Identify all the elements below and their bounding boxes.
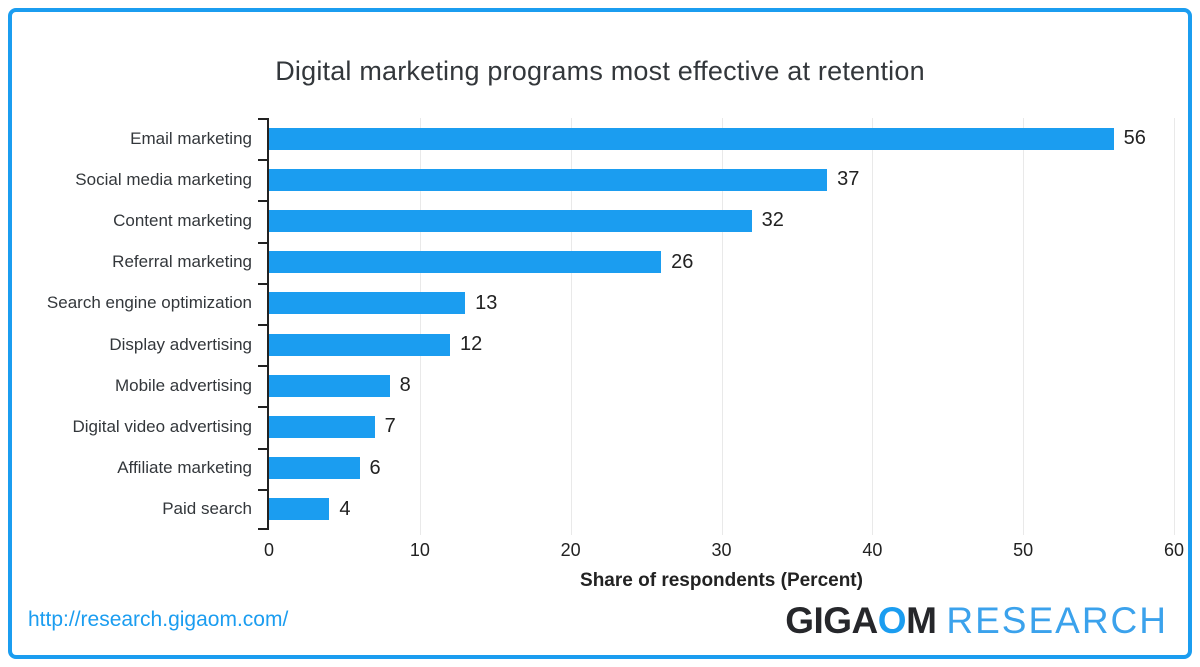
- category-label: Referral marketing: [112, 252, 252, 272]
- gridline-20: [570, 118, 572, 535]
- category-label: Affiliate marketing: [117, 458, 252, 478]
- value-label: 13: [475, 291, 498, 314]
- bar-row: Paid search 4: [162, 489, 1174, 530]
- bar: [269, 333, 450, 356]
- category-label: Social media marketing: [75, 169, 252, 189]
- y-axis-tick: [258, 118, 267, 120]
- bar: [269, 168, 828, 191]
- y-axis-tick: [258, 447, 267, 450]
- gigaom-research-logo: GIGAOM RESEARCH: [785, 600, 1168, 642]
- x-tick-label-20: 20: [560, 540, 581, 560]
- category-label: Digital video advertising: [72, 416, 252, 436]
- y-axis-tick: [258, 241, 267, 244]
- bar: [269, 457, 360, 480]
- logo-research-text: RESEARCH: [946, 600, 1168, 641]
- category-label: Paid search: [162, 499, 252, 519]
- y-axis-tick: [258, 365, 267, 368]
- value-label: 26: [671, 250, 694, 273]
- logo-m-text: M: [906, 600, 937, 641]
- y-axis-tick: [258, 159, 267, 162]
- bar-row: Search engine optimization 13: [47, 283, 1174, 324]
- value-label: 56: [1123, 127, 1146, 150]
- chart-title: Digital marketing programs most effectiv…: [275, 56, 925, 86]
- value-label: 8: [399, 374, 411, 397]
- bar: [269, 209, 752, 232]
- bar-row: Email marketing 56: [130, 118, 1174, 159]
- value-label: 7: [384, 415, 396, 438]
- bar-row: Referral marketing 26: [112, 242, 1174, 283]
- gridline-40: [872, 118, 874, 535]
- bar-row: Digital video advertising 7: [72, 406, 1174, 447]
- category-label: Content marketing: [113, 210, 252, 230]
- y-axis-tick: [258, 324, 267, 326]
- category-label: Mobile advertising: [114, 375, 252, 395]
- gridline-50: [1023, 118, 1025, 535]
- x-axis-label: Share of respondents (Percent): [580, 570, 863, 591]
- gridline-10: [419, 118, 421, 535]
- x-tick-label-60: 60: [1163, 540, 1185, 560]
- y-axis-tick: [258, 200, 267, 203]
- y-axis-tick: [258, 406, 267, 409]
- bar: [269, 251, 662, 274]
- logo-giga-text: GIGA: [785, 600, 878, 641]
- bar: [269, 127, 1114, 150]
- gridline-60: [1174, 118, 1175, 535]
- x-tick-label-30: 30: [711, 540, 732, 560]
- x-tick-label-0: 0: [263, 540, 275, 560]
- source-url-link[interactable]: http://research.gigaom.com/: [28, 608, 289, 631]
- bar: [269, 498, 330, 521]
- bar: [269, 292, 466, 315]
- bar-row: Social media marketing 37: [75, 159, 1174, 200]
- value-label: 32: [761, 209, 784, 232]
- y-axis-tick: [258, 528, 267, 530]
- value-label: 37: [837, 168, 860, 191]
- category-label: Email marketing: [130, 128, 252, 148]
- x-tick-label-10: 10: [409, 540, 430, 560]
- bar: [269, 374, 390, 397]
- y-axis-tick: [258, 282, 267, 285]
- category-label: Display advertising: [109, 334, 252, 354]
- x-tick-label-50: 50: [1013, 540, 1034, 560]
- plot-area: 0 10 20 30 40 50 60 Email marketing 56 Social med…: [47, 118, 1184, 591]
- value-label: 4: [339, 497, 351, 520]
- gridline-30: [721, 118, 723, 535]
- bar-row: Mobile advertising 8: [115, 365, 1174, 406]
- bar-row: Content marketing 32: [113, 200, 1174, 241]
- bar-row: Affiliate marketing 6: [117, 448, 1174, 489]
- y-axis-tick: [258, 488, 267, 491]
- logo-o-text: O: [877, 600, 907, 641]
- category-label: Search engine optimization: [46, 293, 252, 313]
- x-tick-label-40: 40: [862, 540, 883, 560]
- value-label: 6: [369, 456, 381, 479]
- bar: [269, 415, 375, 438]
- bar-row: Display advertising 12: [109, 324, 1174, 365]
- value-label: 12: [460, 333, 483, 356]
